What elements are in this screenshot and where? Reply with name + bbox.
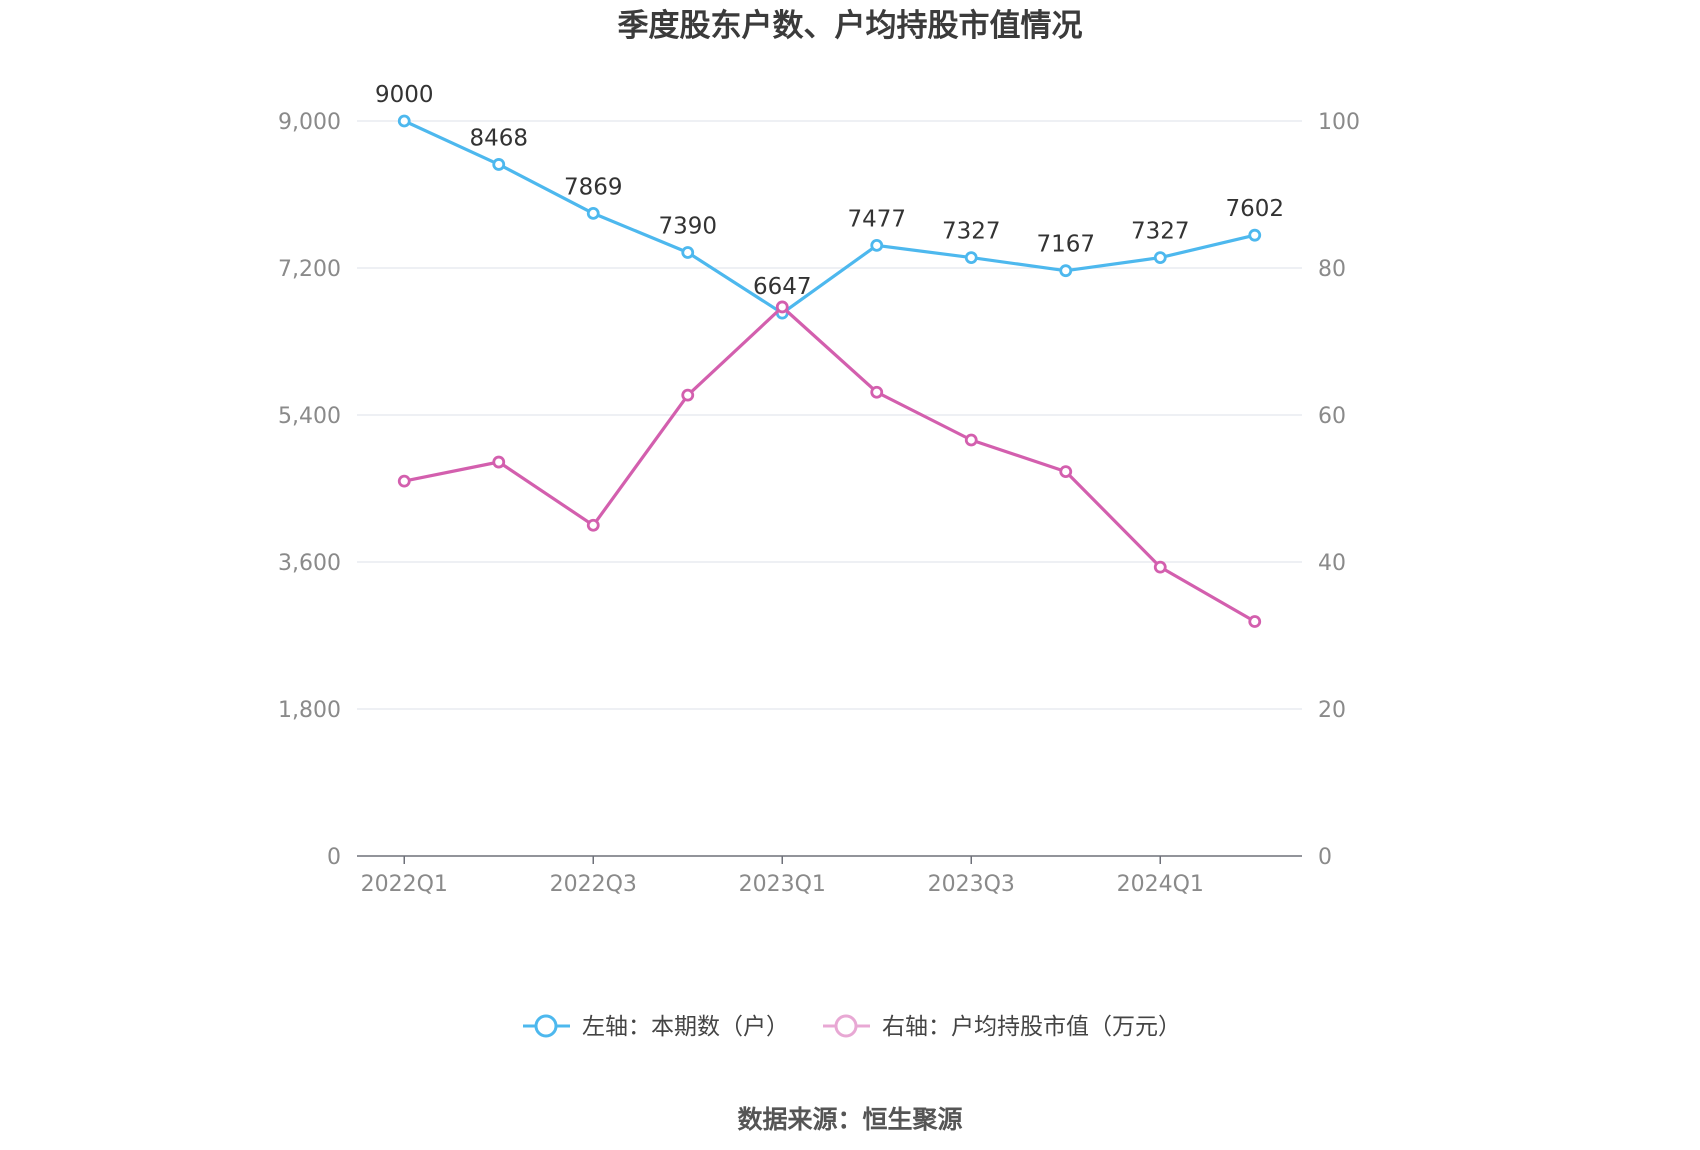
right-tick-label: 40 <box>1318 551 1346 576</box>
data-label: 7327 <box>1131 219 1190 245</box>
data-point <box>681 388 695 402</box>
data-point <box>1153 251 1167 265</box>
legend-marker-right-series <box>834 1014 858 1038</box>
right-tick-label: 0 <box>1318 845 1332 870</box>
data-label: 8468 <box>469 125 528 151</box>
right-axis-ticks: 0 20 40 60 80 100 <box>1318 110 1360 870</box>
legend-item-left-series[interactable]: 左轴：本期数（户） <box>523 1014 789 1040</box>
data-point <box>492 158 506 171</box>
left-tick-label: 7,200 <box>278 257 341 282</box>
data-source: 数据来源：恒生聚源 <box>737 1105 962 1134</box>
right-tick-label: 80 <box>1318 257 1346 282</box>
data-label: 7602 <box>1225 196 1284 222</box>
left-tick-label: 0 <box>327 845 341 870</box>
data-point <box>964 251 978 265</box>
right-tick-label: 20 <box>1318 698 1346 723</box>
data-label: 7327 <box>942 219 1001 245</box>
data-point <box>964 433 978 447</box>
x-tick-label: 2024Q1 <box>1117 872 1204 897</box>
data-label: 6647 <box>753 274 812 300</box>
legend-label-left-series: 左轴：本期数（户） <box>582 1014 789 1040</box>
data-point <box>397 474 411 488</box>
data-point <box>1059 264 1073 278</box>
series-line-holders <box>403 119 1256 315</box>
x-tick-label: 2023Q3 <box>928 872 1015 897</box>
data-label: 7167 <box>1036 232 1095 258</box>
data-point <box>397 114 411 128</box>
left-tick-label: 3,600 <box>278 551 341 576</box>
right-tick-label: 60 <box>1318 404 1346 429</box>
series-layer <box>397 114 1262 628</box>
data-label: 7869 <box>564 174 623 200</box>
x-tick-label: 2023Q1 <box>739 872 826 897</box>
data-point <box>1248 228 1262 242</box>
data-label: 7390 <box>658 213 717 239</box>
x-axis: 2022Q1 2022Q3 2023Q1 2023Q3 2024Q1 <box>357 855 1302 897</box>
right-tick-label: 100 <box>1318 110 1360 135</box>
data-point <box>1248 615 1262 628</box>
x-tick-label: 2022Q1 <box>361 872 448 897</box>
data-point <box>870 238 884 252</box>
data-point <box>492 455 506 469</box>
left-tick-label: 5,400 <box>278 404 341 429</box>
data-point <box>775 300 789 314</box>
data-point <box>1153 560 1167 574</box>
chart-title: 季度股东户数、户均持股市值情况 <box>618 8 1083 44</box>
data-point <box>586 206 600 220</box>
left-tick-label: 9,000 <box>278 110 341 135</box>
data-label: 7477 <box>847 206 906 232</box>
data-label: 9000 <box>375 82 434 108</box>
legend-item-right-series[interactable]: 右轴：户均持股市值（万元） <box>823 1014 1181 1040</box>
data-point <box>681 246 695 259</box>
data-point <box>586 518 600 532</box>
series-line-avg-value <box>403 305 1256 623</box>
data-point <box>1059 465 1073 478</box>
left-axis-ticks: 0 1,800 3,600 5,400 7,200 9,000 <box>278 110 341 870</box>
data-labels: 9000 8468 7869 7390 6647 7477 7327 7167 7327 7602 <box>375 82 1284 300</box>
left-tick-label: 1,800 <box>278 698 341 723</box>
x-tick-label: 2022Q3 <box>550 872 637 897</box>
legend-label-right-series: 右轴：户均持股市值（万元） <box>882 1014 1181 1040</box>
legend-marker-left-series <box>534 1014 558 1038</box>
data-point <box>870 385 884 399</box>
grid <box>357 120 1302 710</box>
legend: 左轴：本期数（户） 右轴：户均持股市值（万元） <box>523 1014 1181 1040</box>
